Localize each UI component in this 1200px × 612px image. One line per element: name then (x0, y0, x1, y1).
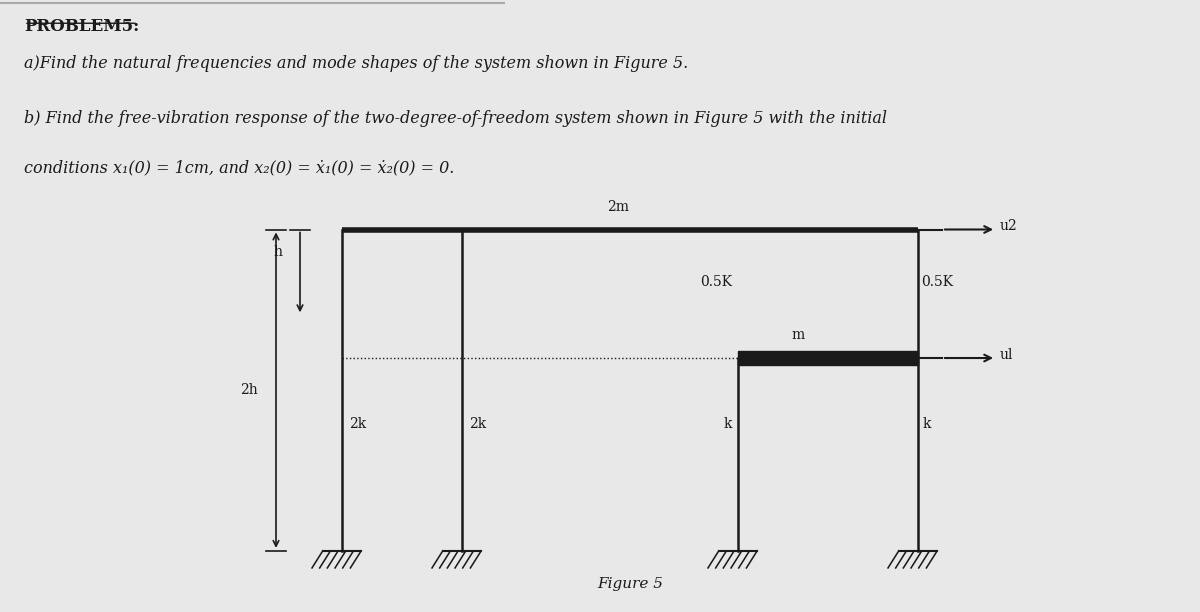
Text: 2h: 2h (240, 383, 258, 397)
Text: 2k: 2k (349, 417, 366, 431)
Text: 0.5K: 0.5K (700, 275, 732, 288)
Text: 2m: 2m (607, 200, 629, 214)
Text: h: h (274, 245, 283, 259)
Text: k: k (923, 417, 931, 431)
Text: b) Find the free-vibration response of the two-degree-of-freedom system shown in: b) Find the free-vibration response of t… (24, 110, 887, 127)
Text: ul: ul (1000, 348, 1013, 362)
Text: Figure 5: Figure 5 (598, 577, 662, 591)
Text: k: k (724, 417, 732, 431)
Text: a)Find the natural frequencies and mode shapes of the system shown in Figure 5.: a)Find the natural frequencies and mode … (24, 55, 689, 72)
Text: m: m (791, 328, 805, 342)
Text: 2k: 2k (469, 417, 486, 431)
Text: conditions x₁(0) = 1cm, and x₂(0) = ẋ₁(0) = ẋ₂(0) = 0.: conditions x₁(0) = 1cm, and x₂(0) = ẋ₁(0… (24, 159, 455, 176)
Text: 0.5K: 0.5K (922, 275, 954, 288)
Text: PROBLEM5:: PROBLEM5: (24, 18, 139, 35)
Text: u2: u2 (1000, 220, 1018, 233)
